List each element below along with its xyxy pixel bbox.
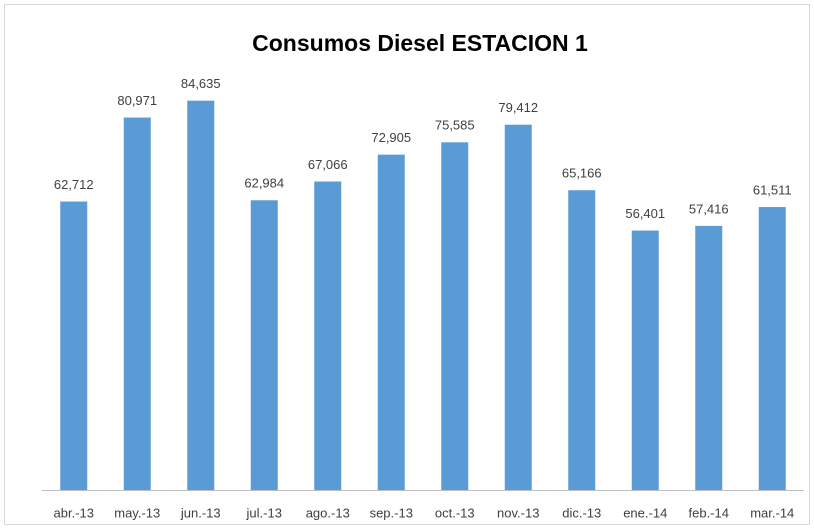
x-tick-label: nov.-13: [497, 505, 539, 520]
x-tick-label: jul.-13: [246, 505, 282, 520]
bar: [250, 200, 278, 490]
data-label: 61,511: [753, 182, 792, 197]
x-tick-label: oct.-13: [435, 505, 475, 520]
bar: [187, 100, 215, 490]
bar: [695, 225, 723, 490]
bar: [758, 207, 786, 491]
x-tick-label: feb.-14: [689, 505, 729, 520]
x-tick-label: dic.-13: [562, 505, 601, 520]
bar: [441, 142, 469, 490]
x-tick-label: sep.-13: [370, 505, 413, 520]
bar: [504, 124, 532, 490]
x-tick-label: ene.-14: [623, 505, 667, 520]
bar: [568, 190, 596, 491]
data-label: 67,066: [308, 157, 348, 172]
x-tick-label: ago.-13: [306, 505, 350, 520]
data-label: 84,635: [181, 76, 221, 91]
bar: [314, 181, 342, 490]
bar: [60, 201, 88, 491]
bar: [631, 230, 659, 490]
x-tick-label: jun.-13: [180, 505, 221, 520]
x-tick-label: may.-13: [114, 505, 160, 520]
data-label: 62,984: [244, 176, 284, 191]
data-label: 80,971: [117, 93, 157, 108]
data-label: 57,416: [689, 201, 729, 216]
data-label: 56,401: [625, 206, 665, 221]
data-label: 75,585: [435, 118, 475, 133]
data-label: 62,712: [54, 177, 94, 192]
bar: [377, 154, 405, 490]
x-tick-label: mar.-14: [750, 505, 794, 520]
data-label: 65,166: [562, 166, 602, 181]
data-label: 72,905: [371, 130, 411, 145]
data-label: 79,412: [498, 100, 538, 115]
bar: [123, 117, 151, 491]
chart-title: Consumos Diesel ESTACION 1: [252, 30, 588, 56]
x-tick-label: abr.-13: [54, 505, 94, 520]
